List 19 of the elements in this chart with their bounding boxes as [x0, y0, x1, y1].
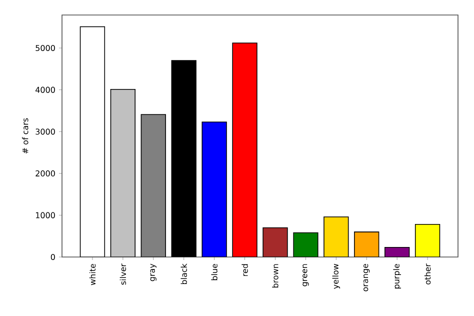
x-tick-label: green [302, 264, 309, 286]
x-tick-label: brown [272, 264, 278, 288]
x-tick-label: silver [120, 264, 126, 285]
x-tick-label: white [89, 264, 96, 286]
y-tick-label: 3000 [36, 128, 55, 135]
x-tick-label: other [424, 264, 431, 284]
y-tick-label: 1000 [36, 212, 55, 218]
x-tick-label: black [180, 264, 187, 284]
x-tick-label: yellow [332, 264, 340, 289]
y-tick-label: 4000 [36, 86, 55, 93]
y-tick-label: 5000 [36, 44, 55, 52]
x-tick-label: orange [364, 264, 370, 292]
y-tick-label: 2000 [36, 170, 55, 176]
x-tick-label: red [242, 264, 248, 276]
x-tick-label: gray [150, 264, 156, 282]
y-axis-title: # of cars [22, 118, 28, 154]
x-tick-label: purple [393, 264, 401, 288]
x-tick-label: blue [211, 264, 218, 280]
y-tick-label: 0 [50, 254, 55, 260]
